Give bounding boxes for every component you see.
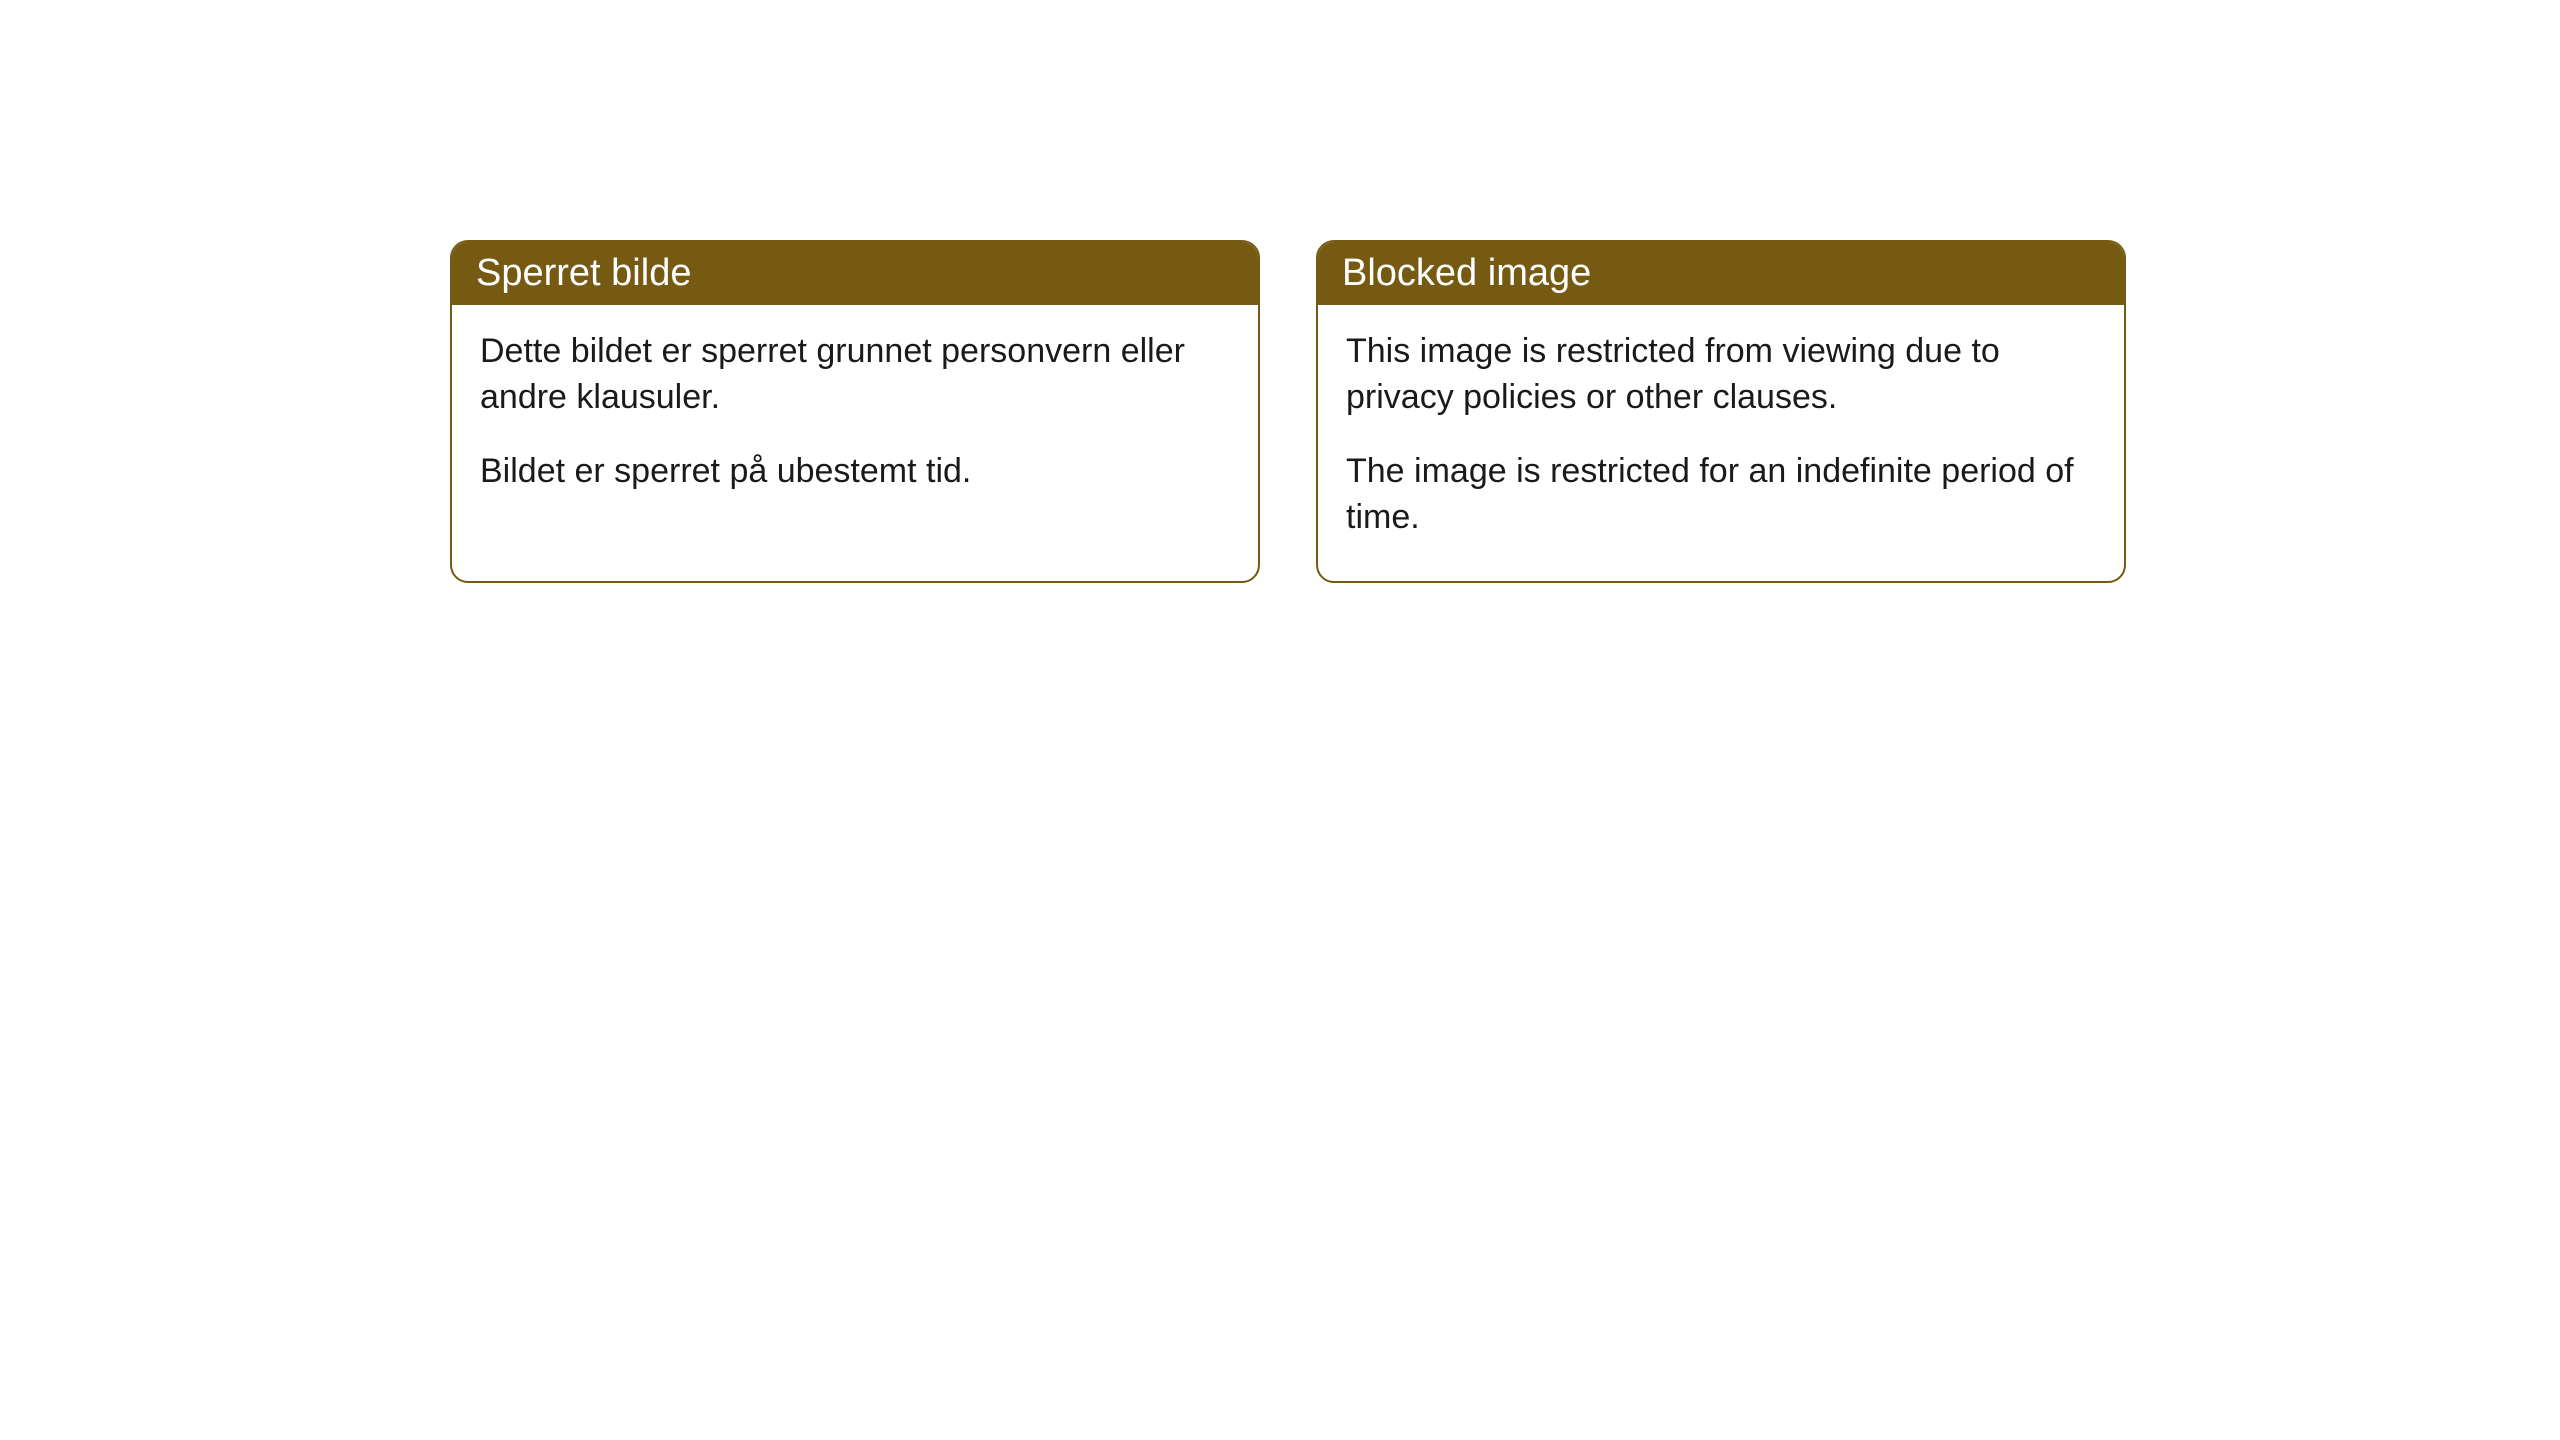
card-title: Blocked image <box>1342 252 1591 294</box>
notice-card-norwegian: Sperret bilde Dette bildet er sperret gr… <box>450 240 1260 583</box>
card-header: Blocked image <box>1318 242 2124 305</box>
card-header: Sperret bilde <box>452 242 1258 305</box>
card-paragraph: This image is restricted from viewing du… <box>1346 329 2096 421</box>
card-paragraph: Bildet er sperret på ubestemt tid. <box>480 449 1230 495</box>
card-body: Dette bildet er sperret grunnet personve… <box>452 305 1258 535</box>
notice-cards-container: Sperret bilde Dette bildet er sperret gr… <box>450 240 2126 583</box>
card-body: This image is restricted from viewing du… <box>1318 305 2124 581</box>
card-paragraph: The image is restricted for an indefinit… <box>1346 449 2096 541</box>
card-paragraph: Dette bildet er sperret grunnet personve… <box>480 329 1230 421</box>
card-title: Sperret bilde <box>476 252 691 294</box>
notice-card-english: Blocked image This image is restricted f… <box>1316 240 2126 583</box>
